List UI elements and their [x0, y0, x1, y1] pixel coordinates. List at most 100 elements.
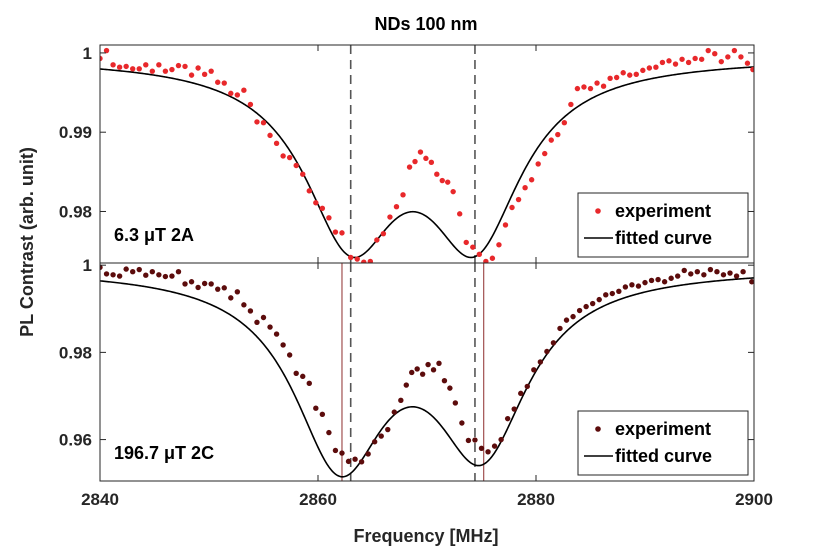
experiment-point: [326, 429, 332, 436]
legend: experiment fitted curve: [577, 192, 749, 258]
experiment-point: [156, 272, 162, 278]
experiment-point: [681, 267, 687, 274]
y-tick-label: 1: [83, 256, 92, 275]
experiment-point: [188, 279, 195, 285]
experiment-point: [195, 65, 201, 71]
experiment-point: [587, 85, 594, 92]
x-axis-label: Frequency [MHz]: [353, 526, 498, 546]
experiment-point: [668, 275, 674, 281]
experiment-point: [371, 439, 378, 445]
experiment-point: [361, 259, 367, 263]
experiment-point: [568, 101, 574, 108]
experiment-point: [535, 161, 541, 167]
experiment-point: [574, 85, 581, 92]
x-tick-label: 2900: [735, 490, 773, 509]
experiment-point: [550, 340, 557, 346]
experiment-point: [136, 266, 142, 273]
experiment-point: [254, 119, 260, 125]
experiment-point: [472, 437, 478, 443]
experiment-point: [502, 222, 509, 228]
experiment-point: [143, 272, 149, 278]
panel-annotation: 6.3 μT 2A: [114, 225, 194, 245]
experiment-point: [208, 68, 214, 74]
experiment-point: [100, 264, 103, 271]
experiment-point: [496, 242, 502, 248]
y-axis-label: PL Contrast (arb. unit): [17, 147, 37, 337]
experiment-point: [286, 154, 293, 161]
experiment-point: [414, 366, 420, 372]
experiment-point: [123, 63, 129, 70]
experiment-point: [130, 66, 136, 72]
experiment-point: [465, 437, 472, 444]
experiment-point: [666, 58, 672, 64]
experiment-point: [707, 266, 714, 273]
experiment-point: [476, 251, 483, 257]
experiment-point: [459, 420, 465, 426]
experiment-point: [555, 131, 561, 138]
experiment-point: [149, 269, 156, 275]
experiment-point: [103, 47, 110, 54]
experiment-point: [228, 90, 234, 97]
experiment-point: [417, 149, 424, 155]
experiment-point: [694, 269, 701, 275]
experiment-point: [391, 409, 397, 415]
experiment-point: [306, 380, 312, 387]
legend-box: [577, 192, 749, 258]
panel-data: [100, 263, 754, 481]
experiment-point: [412, 158, 418, 165]
experiment-point: [221, 80, 227, 86]
experiment-point: [116, 64, 123, 70]
experiment-point: [646, 65, 653, 71]
experiment-point: [733, 273, 740, 279]
experiment-point: [653, 64, 659, 70]
experiment-point: [434, 171, 440, 177]
experiment-point: [705, 47, 711, 54]
experiment-point: [156, 62, 162, 68]
experiment-point: [498, 436, 504, 443]
experiment-point: [319, 411, 326, 417]
plot-layer: 0.98 0.99 1 6.3 μT 2A experiment fitted curve…: [59, 44, 773, 509]
experiment-point: [169, 273, 175, 279]
experiment-point: [581, 84, 587, 90]
experiment-point: [378, 433, 384, 439]
experiment-point: [215, 286, 221, 292]
experiment-point: [483, 258, 489, 263]
experiment-point: [620, 70, 626, 76]
experiment-point: [162, 68, 169, 74]
experiment-point: [563, 317, 570, 323]
experiment-point: [740, 269, 746, 275]
chart-title: NDs 100 nm: [374, 14, 477, 34]
experiment-point: [655, 276, 661, 283]
experiment-point: [489, 255, 496, 261]
legend-label-fit: fitted curve: [615, 228, 712, 248]
experiment-point: [607, 75, 613, 81]
y-tick-label: 0.96: [59, 431, 92, 450]
experiment-point: [267, 132, 273, 139]
experiment-point: [570, 313, 576, 320]
legend-box: [577, 410, 749, 476]
experiment-point: [749, 279, 754, 285]
experiment-point: [688, 271, 694, 277]
experiment-point: [182, 281, 188, 287]
experiment-point: [380, 230, 387, 237]
experiment-point: [162, 273, 169, 280]
experiment-point: [136, 66, 142, 72]
experiment-point: [436, 360, 442, 366]
experiment-point: [698, 56, 705, 62]
experiment-point: [339, 450, 345, 456]
experiment-point: [640, 67, 646, 74]
experiment-point: [720, 272, 727, 278]
legend: experiment fitted curve: [577, 410, 749, 476]
experiment-point: [188, 72, 195, 78]
experiment-point: [659, 59, 666, 66]
experiment-point: [175, 269, 182, 275]
experiment-point: [509, 204, 515, 211]
experiment-point: [576, 307, 583, 314]
experiment-point: [430, 367, 437, 373]
experiment-point: [313, 405, 319, 411]
experiment-point: [600, 83, 607, 89]
experiment-point: [504, 415, 511, 422]
experiment-point: [300, 373, 306, 380]
experiment-point: [403, 382, 409, 388]
fitted-curve: [100, 66, 754, 259]
